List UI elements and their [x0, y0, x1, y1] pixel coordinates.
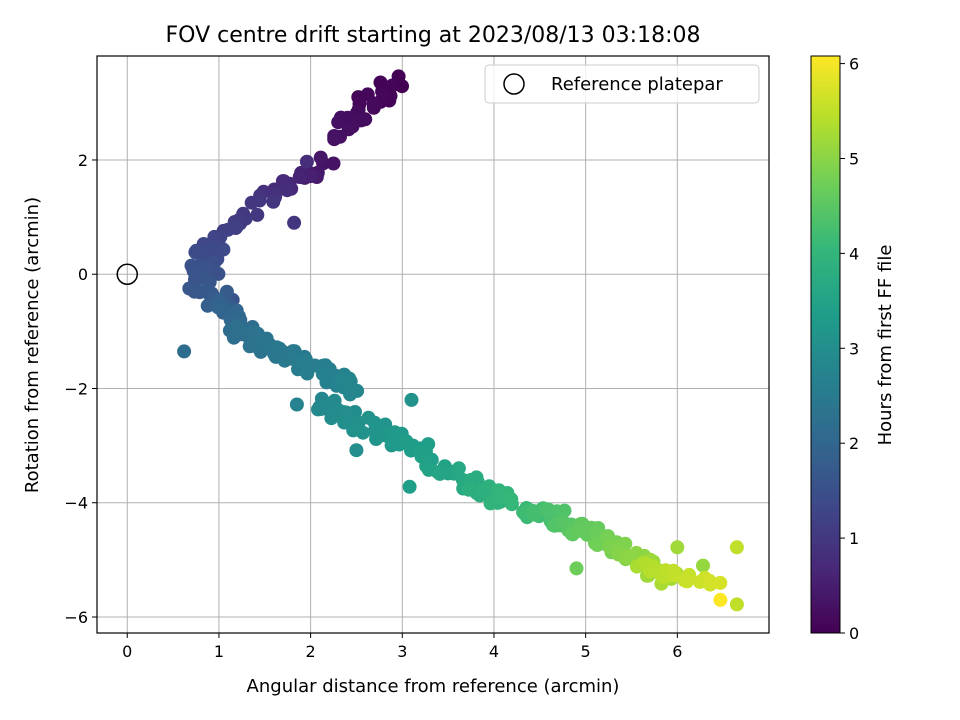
colorbar-tick-label: 2	[849, 434, 859, 453]
data-point	[299, 154, 314, 169]
data-point	[451, 461, 466, 476]
data-point	[327, 129, 342, 143]
chart-title: FOV centre drift starting at 2023/08/13 …	[166, 23, 701, 48]
data-points	[177, 69, 744, 612]
data-point	[270, 340, 284, 355]
plot-frame	[96, 55, 770, 634]
data-point	[200, 298, 215, 313]
data-point	[461, 482, 476, 497]
colorbar-tick-label: 6	[849, 55, 859, 74]
data-point	[177, 344, 192, 359]
data-point	[266, 194, 281, 209]
data-point	[702, 573, 717, 588]
data-point	[289, 397, 304, 412]
y-axis-ticks: −6 −4 −2 0 2	[64, 151, 97, 627]
data-point	[402, 479, 417, 494]
x-axis-ticks: 0 1 2 3 4 5 6	[122, 633, 682, 661]
data-point	[343, 387, 358, 402]
data-point	[250, 207, 265, 222]
legend-label: Reference platepar	[551, 74, 723, 95]
data-point	[493, 490, 508, 505]
colorbar-tick-label: 0	[849, 624, 859, 643]
data-point	[356, 425, 370, 440]
colorbar-ticks: 0 1 2 3 4 5 6	[840, 55, 859, 643]
data-point	[252, 193, 267, 208]
x-tick-label: 0	[122, 642, 132, 661]
colorbar-tick-label: 4	[849, 244, 859, 263]
data-point	[292, 170, 307, 184]
data-point	[376, 88, 391, 103]
data-point	[366, 96, 381, 111]
y-tick-label: 2	[78, 151, 88, 170]
data-point	[300, 366, 315, 381]
data-point	[713, 592, 728, 607]
y-tick-label: −4	[64, 494, 88, 513]
data-point	[504, 492, 519, 507]
data-point	[527, 507, 542, 522]
data-point	[569, 561, 584, 576]
data-point	[287, 215, 302, 230]
data-point	[557, 503, 572, 518]
colorbar: 0 1 2 3 4 5 6 Hours from first FF file	[810, 55, 896, 643]
y-tick-label: −2	[64, 379, 88, 398]
data-point	[483, 496, 498, 511]
legend-box	[484, 64, 760, 104]
data-point	[211, 266, 226, 281]
data-point	[280, 183, 295, 198]
data-point	[696, 558, 710, 573]
grid-lines	[97, 56, 769, 633]
data-point	[729, 597, 744, 612]
data-point	[216, 301, 231, 316]
data-point	[385, 78, 400, 93]
data-point	[313, 150, 328, 165]
data-point	[404, 392, 419, 407]
x-tick-label: 3	[397, 642, 407, 661]
x-axis-label: Angular distance from reference (arcmin)	[247, 676, 620, 697]
data-point	[729, 540, 744, 555]
data-point	[298, 353, 313, 368]
reference-platepar-marker	[116, 263, 139, 285]
data-point	[331, 115, 346, 130]
data-point	[188, 245, 203, 260]
data-point	[432, 466, 447, 481]
colorbar-tick-label: 3	[849, 339, 859, 358]
data-point	[713, 575, 728, 590]
data-point	[326, 156, 341, 171]
y-tick-label: −6	[64, 608, 88, 627]
data-point	[642, 564, 657, 579]
data-point	[670, 540, 685, 555]
data-point	[320, 398, 335, 413]
data-point	[349, 443, 364, 458]
x-tick-label: 2	[306, 642, 316, 661]
x-tick-label: 4	[489, 642, 499, 661]
x-tick-label: 6	[672, 642, 682, 661]
data-point	[680, 574, 694, 589]
y-tick-label: 0	[78, 265, 88, 284]
y-axis-label: Rotation from reference (arcmin)	[22, 197, 43, 493]
legend-marker	[503, 73, 525, 95]
colorbar-tick-label: 1	[849, 529, 859, 548]
data-point	[418, 447, 433, 462]
colorbar-tick-label: 5	[849, 149, 859, 168]
colorbar-gradient	[811, 56, 840, 633]
colorbar-label: Hours from first FF file	[875, 245, 896, 446]
colorbar-frame	[810, 55, 841, 634]
legend: Reference platepar	[484, 64, 760, 104]
x-tick-label: 5	[581, 642, 591, 661]
x-tick-label: 1	[214, 642, 224, 661]
